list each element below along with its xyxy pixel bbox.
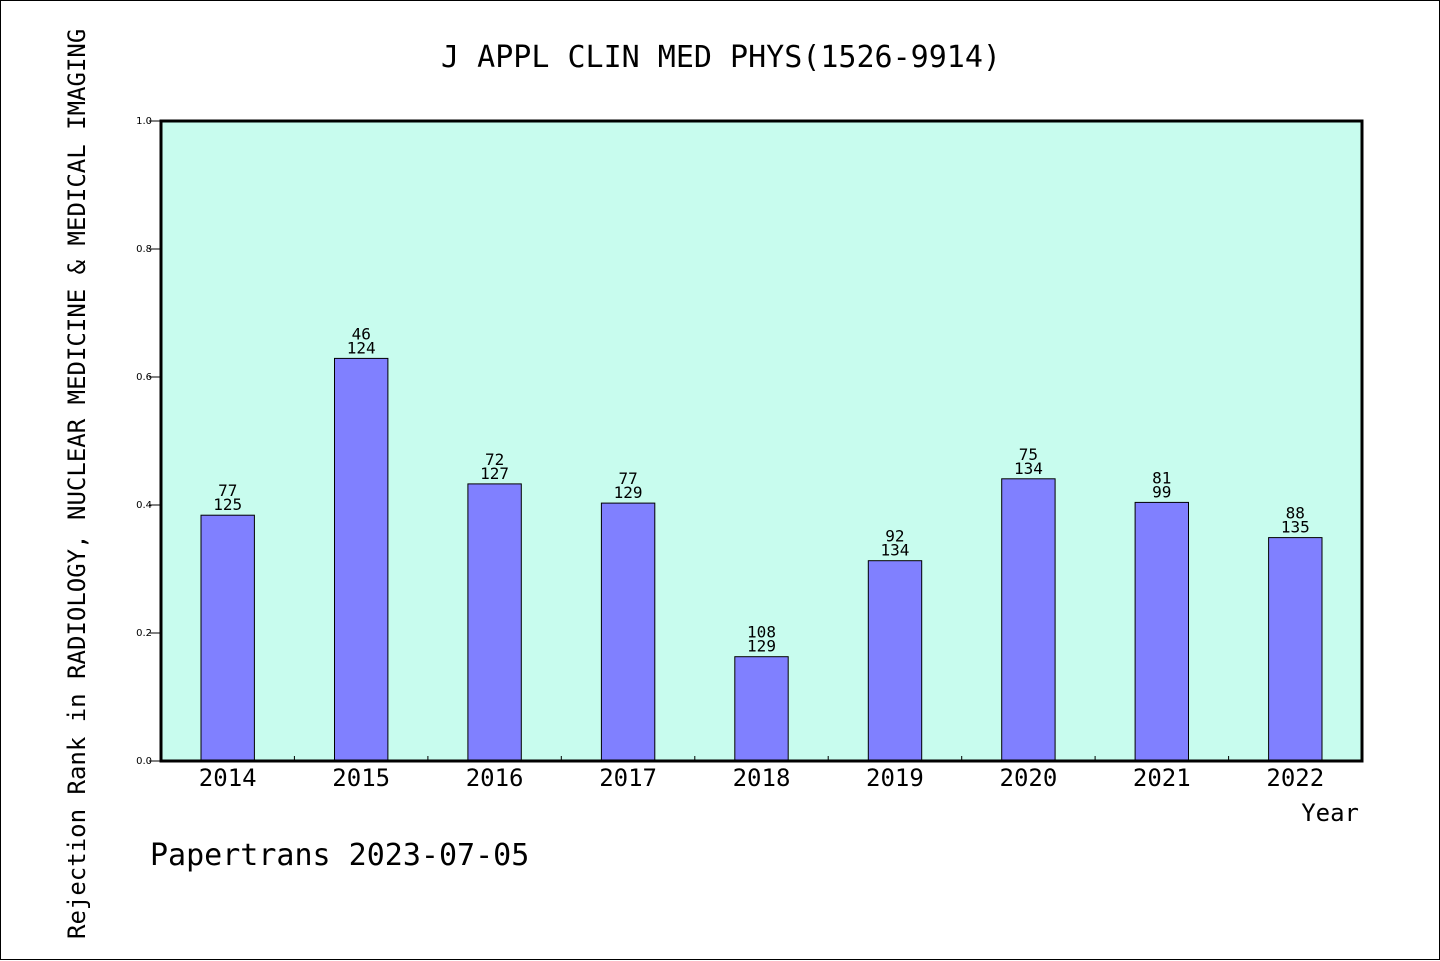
footer-credit: Papertrans 2023-07-05 [150,838,529,873]
bar-2017 [600,502,656,762]
data-label-total-2020: 134 [1014,459,1043,478]
bar-2016 [467,483,522,762]
y-tick-label: 0.8 [136,244,152,255]
y-tick-label: 0.4 [136,500,152,511]
data-label-total-2016: 127 [480,464,509,483]
data-label-rank-2021: 81 [1152,468,1171,487]
data-label-rank-2019: 92 [885,527,904,546]
data-label-rank-2017: 77 [618,469,637,488]
data-label-total-2018: 129 [747,637,776,656]
chart-title: J APPL CLIN MED PHYS(1526-9914) [441,40,1001,75]
data-label-rank-2022: 88 [1286,504,1305,523]
data-label-rank-2016: 72 [485,450,504,469]
x-tick-label-2019: 2019 [866,764,924,792]
x-tick-label-2015: 2015 [332,764,390,792]
data-label-total-2019: 134 [880,541,909,560]
x-tick-label-2020: 2020 [1000,764,1058,792]
y-tick-label: 0.2 [136,628,152,639]
data-label-rank-2018: 108 [747,623,776,642]
bar-2018 [734,656,789,762]
data-label-total-2014: 125 [213,495,242,514]
x-tick-label-2014: 2014 [199,764,257,792]
y-axis-label: Rejection Rank in RADIOLOGY, NUCLEAR MED… [63,29,91,939]
bar-2019 [867,560,923,762]
data-label-rank-2020: 75 [1019,445,1038,464]
x-tick-label-2018: 2018 [733,764,791,792]
bar-2022 [1268,537,1323,762]
x-tick-label-2016: 2016 [466,764,524,792]
bar-2020 [1001,478,1056,762]
y-tick-label: 0.6 [136,372,152,383]
y-tick-label: 0.0 [136,756,152,767]
data-label-rank-2015: 46 [352,324,371,343]
data-label-total-2021: 99 [1152,482,1171,501]
plot-frame [159,119,1364,763]
bar-2015 [334,357,389,762]
x-tick-label-2021: 2021 [1133,764,1191,792]
x-tick-label-2022: 2022 [1266,764,1324,792]
data-label-total-2022: 135 [1281,518,1310,537]
y-tick-label: 1.0 [136,116,152,127]
data-label-total-2015: 124 [347,338,376,357]
x-tick-label-2017: 2017 [599,764,657,792]
data-label-total-2017: 129 [614,483,643,502]
x-axis-label: Year [1301,799,1359,827]
data-label-rank-2014: 77 [218,481,237,500]
bar-2021 [1134,501,1189,762]
bar-2014 [200,514,255,762]
